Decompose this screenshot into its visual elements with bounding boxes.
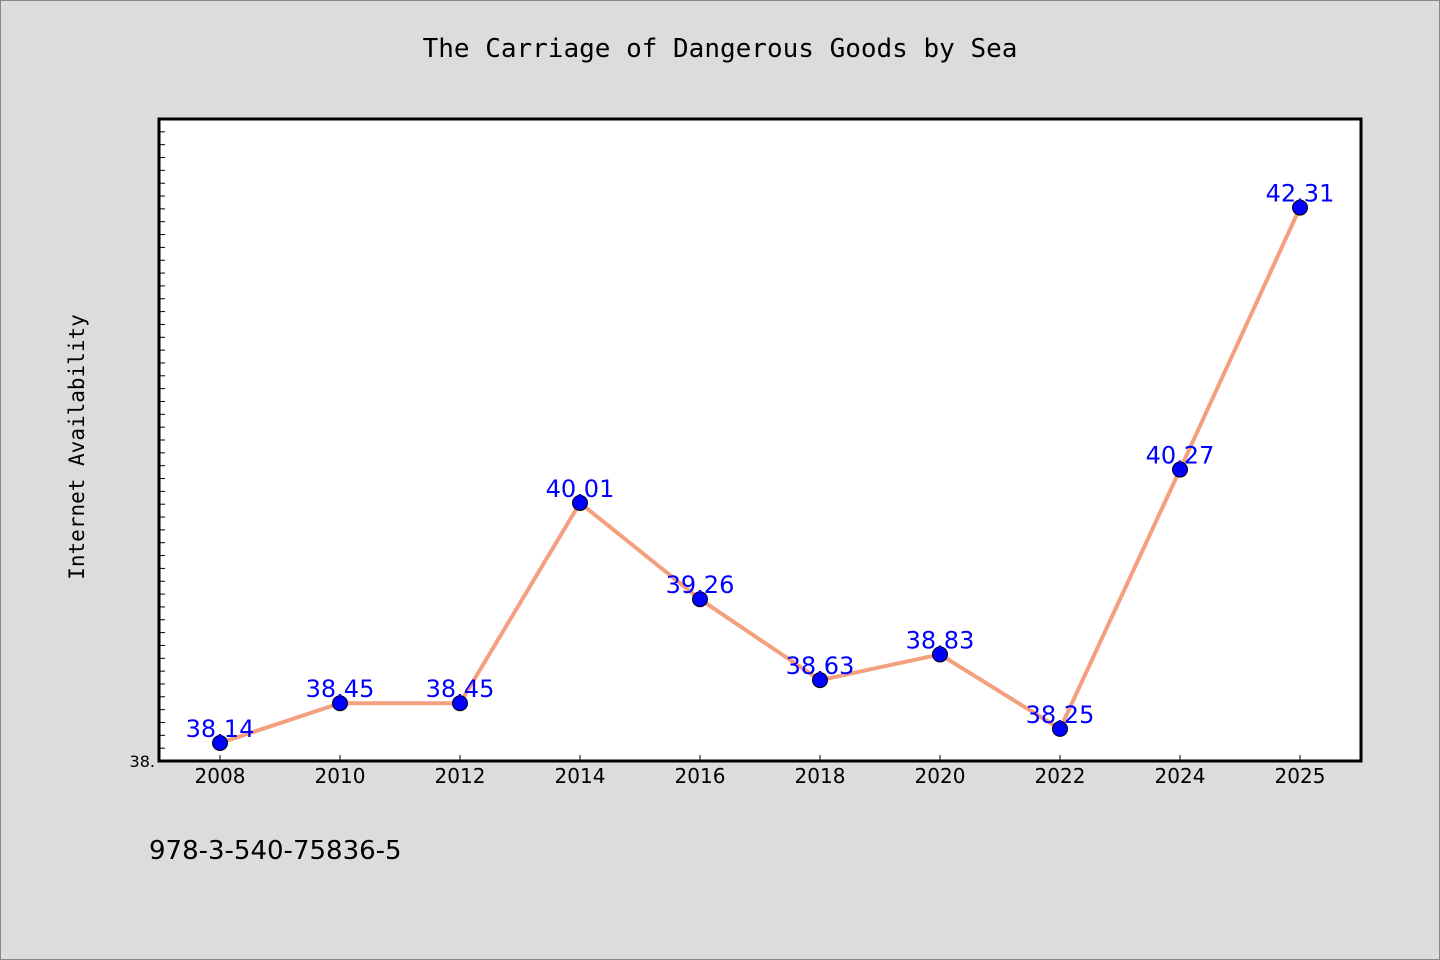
plot-area bbox=[157, 117, 1363, 763]
data-point bbox=[1052, 720, 1068, 737]
y-tick-label: 38. bbox=[130, 752, 155, 771]
data-labels: 38.14 38.45 38.45 40.01 39.26 38.63 38.83 38.25… bbox=[186, 180, 1335, 743]
data-label: 39.26 bbox=[666, 571, 735, 599]
data-point bbox=[212, 735, 228, 752]
data-label: 38.45 bbox=[306, 675, 375, 703]
data-markers bbox=[212, 199, 1308, 752]
data-label: 38.63 bbox=[786, 652, 855, 680]
chart-title: The Carriage of Dangerous Goods by Sea bbox=[422, 34, 1018, 64]
data-label: 38.45 bbox=[426, 675, 495, 703]
data-point bbox=[812, 672, 828, 689]
x-tick-label: 2014 bbox=[555, 764, 606, 788]
x-tick-label: 2025 bbox=[1275, 764, 1326, 788]
x-tick-label: 2024 bbox=[1155, 764, 1206, 788]
x-tick-label: 2012 bbox=[435, 764, 486, 788]
data-label: 38.25 bbox=[1026, 701, 1095, 729]
data-label: 40.01 bbox=[546, 475, 615, 503]
data-point bbox=[1172, 461, 1188, 478]
data-label: 38.14 bbox=[186, 715, 255, 743]
x-tick-label: 2020 bbox=[915, 764, 966, 788]
x-tick-label: 2022 bbox=[1035, 764, 1086, 788]
data-point bbox=[1292, 199, 1308, 216]
data-label: 40.27 bbox=[1146, 442, 1215, 470]
isbn-text: 978-3-540-75836-5 bbox=[149, 836, 402, 866]
data-point bbox=[572, 494, 588, 511]
data-point bbox=[932, 646, 948, 663]
x-tick-label: 2018 bbox=[795, 764, 846, 788]
data-point bbox=[692, 591, 708, 608]
x-tick-label: 2010 bbox=[315, 764, 366, 788]
x-axis-ticks: 2008 2010 2012 2014 2016 2018 2020 2022 2024 2025 bbox=[195, 755, 1326, 788]
data-point bbox=[332, 695, 348, 712]
data-label: 38.83 bbox=[906, 626, 975, 654]
data-label: 42.31 bbox=[1266, 180, 1335, 208]
data-point bbox=[452, 695, 468, 712]
y-axis-ticks: 38. bbox=[130, 131, 165, 771]
x-tick-label: 2008 bbox=[195, 764, 246, 788]
series-line bbox=[219, 206, 1302, 745]
x-tick-label: 2016 bbox=[675, 764, 726, 788]
